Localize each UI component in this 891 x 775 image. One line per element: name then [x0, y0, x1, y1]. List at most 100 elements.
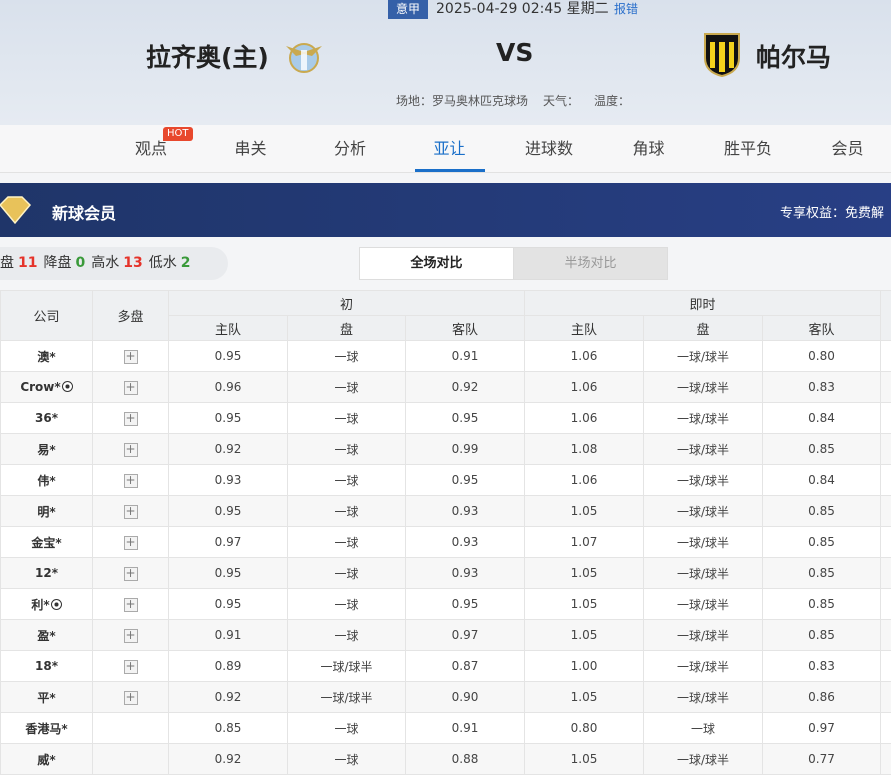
company: 伟* — [37, 474, 55, 488]
tab[interactable]: 分析 — [300, 125, 400, 172]
expand-button[interactable]: + — [124, 691, 138, 705]
expand-button[interactable]: + — [124, 536, 138, 550]
tab[interactable]: 胜平负 — [698, 125, 798, 172]
odds-cell: 一球 — [288, 434, 406, 465]
header-cell: 公司 — [1, 291, 93, 341]
tab[interactable]: 亚让 — [400, 125, 500, 172]
odds-cell: 一球 — [288, 620, 406, 651]
odds-cell: 一球/球半 — [644, 496, 763, 527]
odds-cell: 一球 — [288, 465, 406, 496]
company: 18* — [35, 659, 58, 673]
vs: VS — [496, 38, 533, 67]
expand-button[interactable]: + — [124, 660, 138, 674]
odds-cell: 0.92 — [169, 682, 288, 713]
odds-cell: 1.06 — [525, 341, 644, 372]
odds-cell: 0.92 — [406, 372, 525, 403]
stat-value: 13 — [123, 255, 142, 271]
odds-cell: 0.96 — [169, 372, 288, 403]
odds-cell: 0.83 — [763, 651, 881, 682]
toggle-button[interactable]: 全场对比 — [359, 247, 514, 280]
header-cell: 多盘 — [93, 291, 169, 341]
stat-label: 高水 — [91, 255, 119, 271]
expand-button[interactable]: + — [124, 350, 138, 364]
odds-cell: 一球/球半 — [644, 589, 763, 620]
spacer-cell — [881, 341, 891, 372]
multi-cell: + — [93, 403, 169, 434]
odds-cell: 1.05 — [525, 496, 644, 527]
header-cell — [881, 291, 891, 341]
odds-cell: 0.97 — [169, 527, 288, 558]
expand-button[interactable]: + — [124, 381, 138, 395]
toggle-button[interactable]: 半场对比 — [513, 247, 668, 280]
odds-cell: 1.06 — [525, 403, 644, 434]
company-cell: 利* — [1, 589, 93, 620]
odds-cell: 一球/球半 — [644, 372, 763, 403]
tab[interactable]: 角球 — [599, 125, 699, 172]
company: 威* — [37, 753, 55, 767]
odds-cell: 0.91 — [169, 620, 288, 651]
banner-title: 新球会员 — [52, 200, 116, 224]
spacer-cell — [881, 527, 891, 558]
odds-cell: 一球/球半 — [644, 465, 763, 496]
expand-button[interactable]: + — [124, 567, 138, 581]
company-cell: 澳* — [1, 341, 93, 372]
banner-rights[interactable]: 专享权益：免费解 — [780, 202, 884, 221]
odds-cell: 1.06 — [525, 465, 644, 496]
expand-button[interactable]: + — [124, 443, 138, 457]
odds-cell: 一球 — [288, 589, 406, 620]
expand-button[interactable]: + — [124, 412, 138, 426]
multi-cell: + — [93, 589, 169, 620]
stat-value: 2 — [181, 255, 191, 271]
odds-cell: 一球 — [288, 558, 406, 589]
expand-button[interactable]: + — [124, 629, 138, 643]
tab[interactable]: 串关 — [201, 125, 301, 172]
tab[interactable]: 进球数 — [499, 125, 599, 172]
odds-cell: 0.95 — [169, 558, 288, 589]
odds-cell: 0.95 — [406, 403, 525, 434]
stat-value: 0 — [75, 255, 85, 271]
odds-cell: 0.93 — [406, 558, 525, 589]
odds-cell: 一球 — [288, 527, 406, 558]
away-team: 帕尔马 — [756, 38, 831, 74]
header-cell: 客队 — [406, 316, 525, 341]
tab[interactable]: 会员 — [798, 125, 891, 172]
odds-cell: 一球/球半 — [644, 527, 763, 558]
odds-cell: 0.90 — [406, 682, 525, 713]
company-cell: 明* — [1, 496, 93, 527]
company-cell: 易* — [1, 434, 93, 465]
header-cell: 主队 — [169, 316, 288, 341]
odds-cell: 1.07 — [525, 527, 644, 558]
odds-cell: 0.91 — [406, 713, 525, 744]
report-link[interactable]: 报错 — [614, 0, 638, 19]
multi-cell: + — [93, 372, 169, 403]
expand-button[interactable]: + — [124, 474, 138, 488]
company: 香港马* — [25, 722, 67, 736]
header-cell: 即时 — [525, 291, 881, 316]
diamond-icon — [0, 195, 32, 225]
company: 平* — [37, 691, 55, 705]
expand-button[interactable]: + — [124, 598, 138, 612]
match-header: 意甲 2025-04-29 02:45 星期二 报错 拉齐奥(主) VS 帕尔马… — [0, 0, 891, 125]
odds-cell: 0.89 — [169, 651, 288, 682]
header-row: 公司多盘初即时 — [1, 291, 891, 316]
multi-cell: + — [93, 341, 169, 372]
company-cell: 金宝* — [1, 527, 93, 558]
expand-button[interactable]: + — [124, 505, 138, 519]
multi-cell: + — [93, 496, 169, 527]
odds-cell: 一球/球半 — [644, 558, 763, 589]
odds-cell: 一球/球半 — [644, 620, 763, 651]
odds-cell: 0.80 — [763, 341, 881, 372]
odds-cell: 一球 — [288, 713, 406, 744]
odds-cell: 1.05 — [525, 620, 644, 651]
odds-cell: 0.93 — [406, 496, 525, 527]
odds-cell: 0.83 — [763, 372, 881, 403]
